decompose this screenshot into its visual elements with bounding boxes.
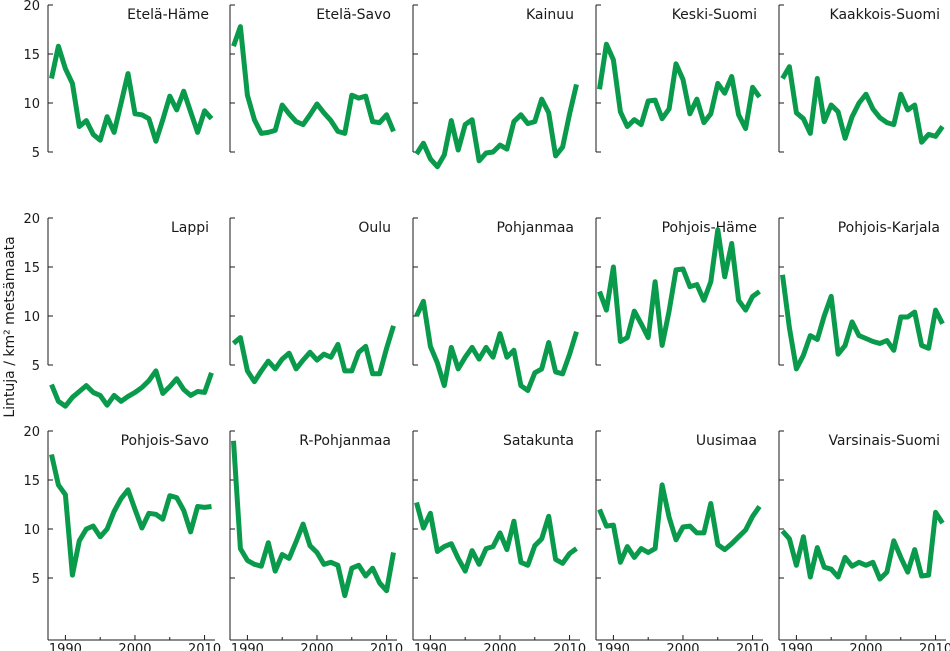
y-tick-label: 15 xyxy=(23,474,40,489)
x-tick-label: 2000 xyxy=(118,642,151,651)
panel-kainuu: Kainuu xyxy=(412,4,579,170)
series-line xyxy=(780,509,945,582)
panel-title: Etelä-Savo xyxy=(316,7,391,23)
panel-title: Varsinais-Suomi xyxy=(828,433,940,449)
x-tick-label: 2000 xyxy=(849,642,882,651)
series-line xyxy=(414,501,578,574)
panel-r-pohjanmaa: 1990 2000 2010 R-Pohjanmaa xyxy=(229,430,403,651)
panel-etel-savo: Etelä-Savo xyxy=(229,4,396,153)
y-tick-label: 15 xyxy=(23,261,40,276)
panel-title: Pohjois-Savo xyxy=(121,433,209,449)
series-line xyxy=(597,482,762,565)
x-tick-label: 2010 xyxy=(736,642,769,651)
panel-oulu: Oulu xyxy=(229,217,396,385)
series-line xyxy=(780,274,945,372)
series-line xyxy=(414,83,579,170)
panel-title: Keski-Suomi xyxy=(672,7,757,23)
y-tick-label: 20 xyxy=(23,425,40,440)
series-line xyxy=(49,453,212,578)
x-tick-label: 2010 xyxy=(553,642,586,651)
panel-title: Etelä-Häme xyxy=(127,7,209,23)
series-line xyxy=(231,440,396,599)
panel-title: Lappi xyxy=(171,220,209,236)
series-line xyxy=(49,368,214,409)
panel-keski-suomi: Keski-Suomi xyxy=(595,4,762,153)
y-tick-label: 10 xyxy=(23,523,40,538)
panel-varsinais-suomi: 1990 2000 2010 Varsinais-Suomi xyxy=(778,430,950,651)
x-tick-label: 2010 xyxy=(370,642,403,651)
y-tick-label: 5 xyxy=(32,359,40,374)
series-line xyxy=(49,43,214,144)
panel-title: Uusimaa xyxy=(696,433,757,449)
y-tick-label: 20 xyxy=(23,212,40,227)
x-tick-label: 2010 xyxy=(188,642,221,651)
x-tick-label: 2000 xyxy=(300,642,333,651)
panel-satakunta: 1990 2000 2010 Satakunta xyxy=(412,430,586,651)
panel-title: Pohjois-Häme xyxy=(662,220,757,236)
y-axis-label: Lintuja / km² metsämaata xyxy=(2,236,18,417)
panel-pohjois-karjala: Pohjois-Karjala xyxy=(778,217,945,372)
x-tick-label: 1990 xyxy=(597,642,630,651)
y-tick-label: 5 xyxy=(32,572,40,587)
x-tick-label: 1990 xyxy=(414,642,447,651)
x-tick-label: 2000 xyxy=(666,642,699,651)
series-line xyxy=(414,298,579,393)
panel-title: Pohjanmaa xyxy=(496,220,574,236)
panel-title: Kaakkois-Suomi xyxy=(830,7,940,23)
series-line xyxy=(597,41,762,131)
x-tick-label: 1990 xyxy=(49,642,82,651)
y-tick-label: 10 xyxy=(23,310,40,325)
series-line xyxy=(231,325,396,385)
series-line xyxy=(597,227,761,348)
series-line xyxy=(231,24,396,136)
panels-group: 5 10 15 20 Etelä-Häme Etelä-Savo Kainuu Keski-S… xyxy=(23,0,950,651)
x-tick-label: 1990 xyxy=(780,642,813,651)
y-tick-label: 20 xyxy=(23,0,40,14)
panel-title: R-Pohjanmaa xyxy=(299,433,391,449)
x-tick-label: 2000 xyxy=(483,642,516,651)
y-tick-label: 5 xyxy=(32,146,40,161)
panel-title: Oulu xyxy=(358,220,391,236)
panel-etel-h-me: 5 10 15 20 Etelä-Häme xyxy=(23,0,214,161)
panel-title: Pohjois-Karjala xyxy=(838,220,940,236)
panel-title: Kainuu xyxy=(526,7,574,23)
series-line xyxy=(780,64,945,145)
y-tick-label: 10 xyxy=(23,97,40,112)
panel-pohjois-h-me: Pohjois-Häme xyxy=(595,217,761,366)
panel-title: Satakunta xyxy=(503,433,574,449)
panel-uusimaa: 1990 2000 2010 Uusimaa xyxy=(595,430,769,651)
y-tick-label: 15 xyxy=(23,48,40,63)
x-tick-label: 2010 xyxy=(919,642,950,651)
x-tick-label: 1990 xyxy=(231,642,264,651)
panel-pohjois-savo: 5 10 15 20 1990 2000 2010 Pohjois-Savo xyxy=(23,425,221,651)
panel-kaakkois-suomi: Kaakkois-Suomi xyxy=(778,4,945,153)
panel-lappi: 5 10 15 20 Lappi xyxy=(23,212,214,409)
panel-pohjanmaa: Pohjanmaa xyxy=(412,217,579,393)
